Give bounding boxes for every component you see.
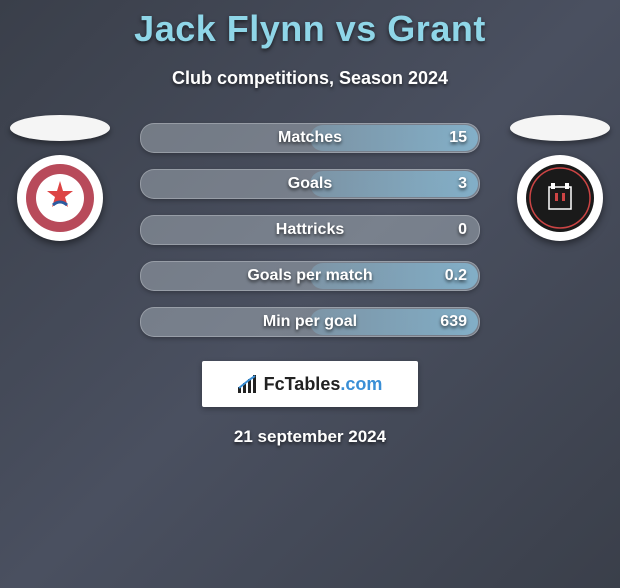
player-right-slot — [510, 115, 610, 241]
stat-row: Hattricks 0 — [140, 215, 480, 245]
stat-label: Hattricks — [276, 221, 344, 239]
stat-label: Goals — [288, 175, 332, 193]
bohemian-badge-icon — [525, 163, 595, 233]
stat-value-right: 15 — [449, 129, 467, 147]
subtitle: Club competitions, Season 2024 — [0, 68, 620, 89]
stat-value-right: 0 — [458, 221, 467, 239]
stat-row: Goals 3 — [140, 169, 480, 199]
stat-row: Matches 15 — [140, 123, 480, 153]
brand-name: FcTables — [264, 374, 341, 394]
stat-row: Goals per match 0.2 — [140, 261, 480, 291]
stat-value-right: 0.2 — [445, 267, 467, 285]
stat-fill-right — [310, 171, 478, 197]
player-right-photo-placeholder — [510, 115, 610, 141]
stat-value-right: 639 — [440, 313, 467, 331]
player-left-photo-placeholder — [10, 115, 110, 141]
club-badge-left — [17, 155, 103, 241]
stat-label: Matches — [278, 129, 342, 147]
stat-label: Goals per match — [247, 267, 372, 285]
drogheda-badge-icon — [25, 163, 95, 233]
chart-icon — [238, 375, 260, 393]
player-left-slot — [10, 115, 110, 241]
stat-label: Min per goal — [263, 313, 357, 331]
brand-box[interactable]: FcTables.com — [202, 361, 418, 407]
club-badge-right — [517, 155, 603, 241]
date-text: 21 september 2024 — [0, 427, 620, 447]
brand-suffix: .com — [340, 374, 382, 394]
stat-row: Min per goal 639 — [140, 307, 480, 337]
comparison-panel: Matches 15 Goals 3 Hattricks 0 Goals per match… — [0, 123, 620, 337]
stats-list: Matches 15 Goals 3 Hattricks 0 Goals per match… — [140, 123, 480, 337]
stat-value-right: 3 — [458, 175, 467, 193]
brand-text: FcTables.com — [238, 374, 383, 395]
page-title: Jack Flynn vs Grant — [0, 8, 620, 50]
